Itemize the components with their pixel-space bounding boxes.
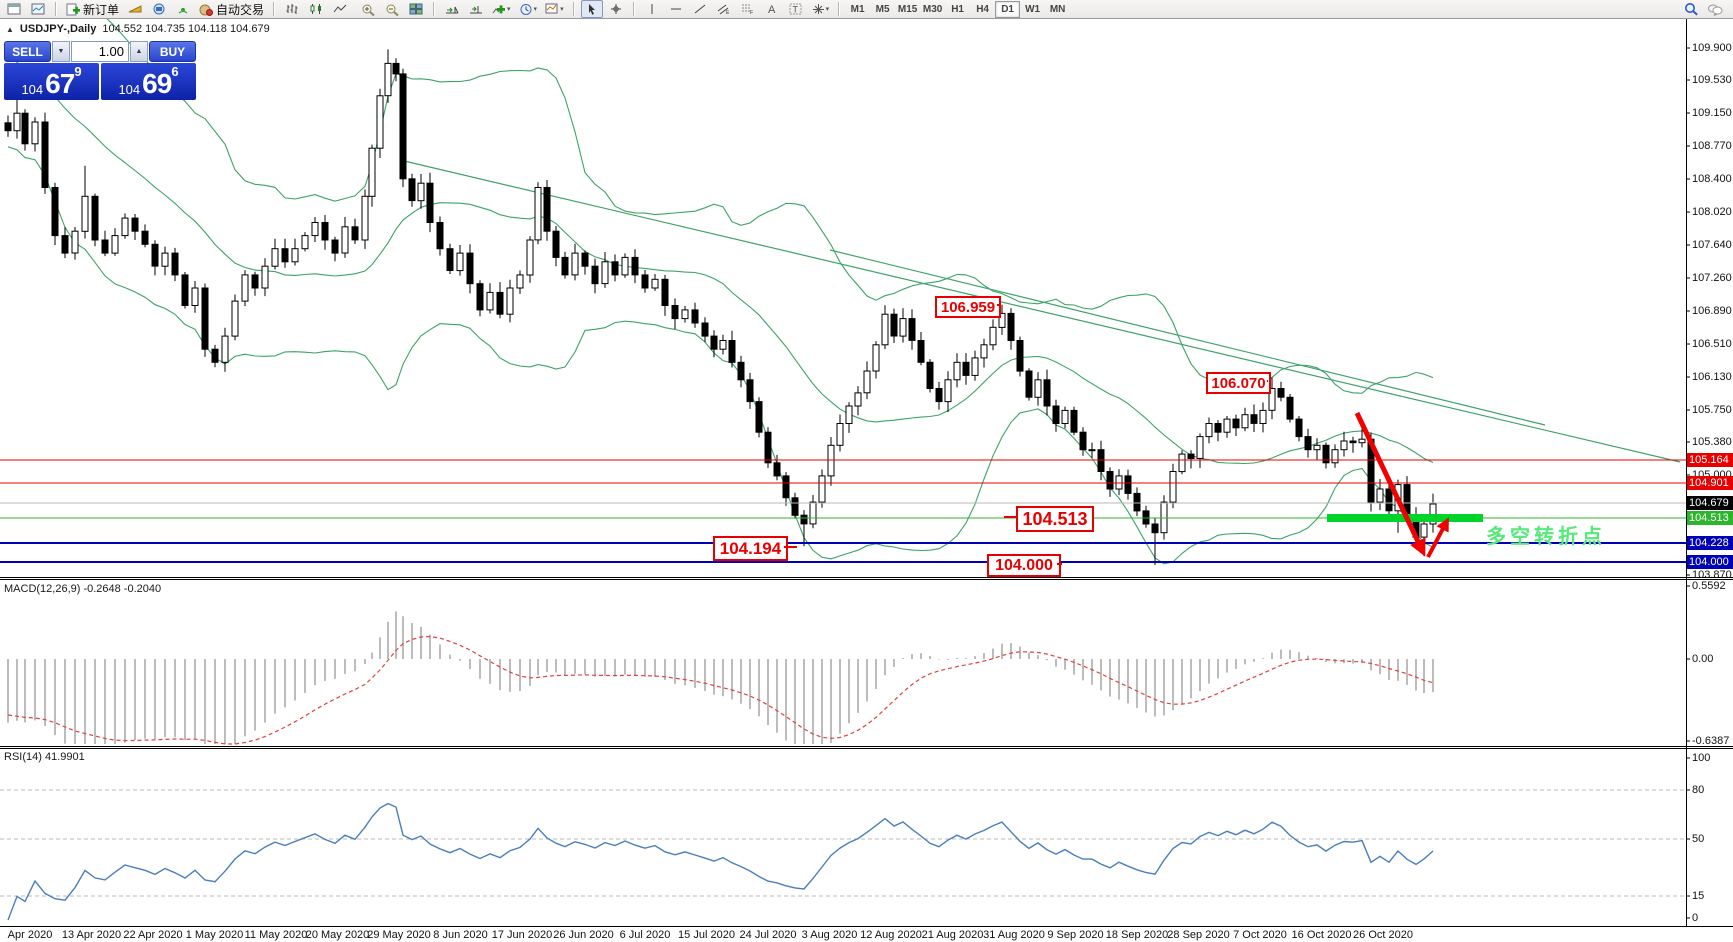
search-icon[interactable] (1680, 0, 1702, 18)
timeframe-h4[interactable]: H4 (976, 3, 989, 15)
cursor-tool[interactable] (580, 0, 603, 18)
symbol-ohlc: 104.552 104.735 104.118 104.679 (102, 23, 270, 35)
arrows-dropdown[interactable]: ▾ (825, 6, 830, 13)
vertical-line-tool[interactable] (641, 0, 663, 18)
main-toolbar: 新订单 自动交易 ▾ ▾ ▾ (0, 0, 1733, 19)
date-axis-border (0, 926, 1733, 927)
new-order-button[interactable]: 新订单 (63, 0, 122, 18)
rsi-label: RSI(14) 41.9901 (4, 751, 85, 763)
periods-dropdown[interactable]: ▾ (533, 6, 538, 13)
indicators-icon[interactable]: ▾ (489, 0, 514, 18)
volume-increase-button[interactable]: ▲ (130, 41, 148, 62)
buy-price-prefix: 104 (118, 82, 141, 97)
timeframe-group: M1 M5 M15 M30 H1 H4 D1 W1 MN (843, 0, 1072, 18)
pane-separator[interactable] (0, 746, 1733, 747)
timeframe-m30[interactable]: M30 (922, 3, 943, 15)
line-chart-icon[interactable] (329, 0, 351, 18)
indicators-dropdown[interactable]: ▾ (507, 6, 511, 13)
timeframe-mn[interactable]: MN (1049, 3, 1066, 15)
symbol-title: USDJPY-,Daily (19, 23, 97, 35)
market-watch-icon[interactable] (124, 0, 146, 18)
svg-text:E: E (726, 10, 730, 15)
profiles-icon[interactable] (27, 0, 49, 18)
text-label-tool[interactable]: T (785, 0, 807, 18)
timeframe-m15[interactable]: M15 (897, 3, 918, 15)
equidistant-channel-tool[interactable]: E (713, 0, 735, 18)
metaeditor-icon[interactable] (148, 0, 170, 18)
pane-separator[interactable] (0, 577, 1733, 578)
pane-separator[interactable] (0, 579, 1733, 580)
templates-icon[interactable]: ▾ (542, 0, 567, 18)
sell-price-box[interactable]: 104 67 9 (4, 63, 99, 100)
buy-price-main: 69 (142, 68, 172, 99)
timeframe-d1[interactable]: D1 (995, 0, 1021, 18)
tile-windows-icon[interactable] (405, 0, 427, 18)
autotrade-label: 自动交易 (216, 2, 265, 17)
autotrade-button[interactable]: 自动交易 (196, 0, 267, 18)
candlestick-chart-icon[interactable] (305, 0, 327, 18)
sell-price-sup: 9 (74, 64, 82, 79)
symbol-header: ▲ USDJPY-,Daily 104.552 104.735 104.118 … (6, 23, 270, 35)
sell-button[interactable]: SELL (4, 41, 51, 62)
crosshair-tool[interactable] (605, 0, 627, 18)
bar-chart-icon[interactable] (281, 0, 303, 18)
one-click-trading-panel: SELL ▼ 1.00 ▲ BUY 104 67 9 104 69 6 (4, 41, 196, 100)
sell-price-prefix: 104 (21, 82, 44, 97)
fibonacci-tool[interactable]: F (737, 0, 759, 18)
trendline-tool[interactable] (689, 0, 711, 18)
pane-separator[interactable] (0, 748, 1733, 749)
buy-price-box[interactable]: 104 69 6 (101, 63, 196, 100)
timeframe-m5[interactable]: M5 (875, 3, 890, 15)
timeframe-m1[interactable]: M1 (850, 3, 865, 15)
periods-icon[interactable]: ▾ (516, 0, 541, 18)
arrows-tool[interactable]: ▾ (809, 0, 833, 18)
horizontal-line-tool[interactable] (665, 0, 687, 18)
templates-dropdown[interactable]: ▾ (560, 6, 564, 13)
buy-button[interactable]: BUY (149, 41, 196, 62)
svg-text:F: F (750, 10, 753, 15)
text-tool[interactable]: A (761, 0, 783, 18)
price-axis-border (1686, 18, 1687, 926)
volume-decrease-button[interactable]: ▼ (52, 41, 70, 62)
zoom-in-icon[interactable] (357, 0, 379, 18)
volume-input[interactable]: 1.00 (71, 41, 129, 62)
collapse-trade-panel-arrow[interactable]: ▲ (6, 24, 14, 34)
chat-icon[interactable] (1704, 0, 1726, 18)
zoom-out-icon[interactable] (381, 0, 403, 18)
chart-shift-icon[interactable] (465, 0, 487, 18)
timeframe-w1[interactable]: W1 (1025, 3, 1041, 15)
svg-text:A: A (768, 4, 776, 15)
timeframe-h1[interactable]: H1 (951, 3, 964, 15)
buy-price-sup: 6 (171, 64, 179, 79)
macd-label: MACD(12,26,9) -0.2648 -0.2040 (4, 583, 162, 595)
sell-price-main: 67 (45, 68, 75, 99)
signals-icon[interactable] (172, 0, 194, 18)
new-order-label: 新订单 (83, 2, 120, 17)
autoscroll-icon[interactable] (441, 0, 463, 18)
svg-text:T: T (793, 5, 799, 15)
new-chart-icon[interactable] (3, 0, 25, 18)
